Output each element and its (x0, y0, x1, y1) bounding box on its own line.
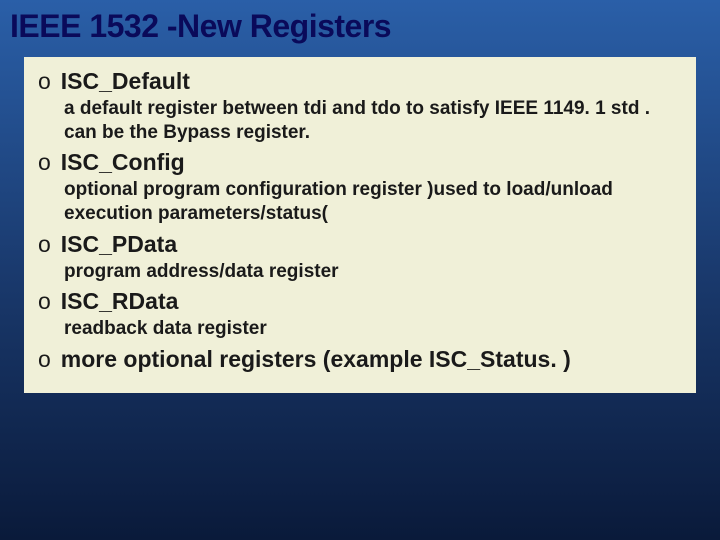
bullet-marker: o (38, 230, 51, 260)
list-item: o ISC_PData program address/data registe… (38, 230, 682, 284)
list-item: o more optional registers (example ISC_S… (38, 345, 682, 375)
item-title: ISC_Default (61, 67, 190, 97)
item-title: ISC_Config (61, 148, 185, 178)
slide: IEEE 1532 -New Registers o ISC_Default a… (0, 0, 720, 540)
item-title: ISC_PData (61, 230, 177, 260)
item-title: more optional registers (example ISC_Sta… (61, 345, 571, 375)
slide-title: IEEE 1532 -New Registers (0, 0, 720, 51)
item-desc: optional program configuration register … (64, 178, 682, 226)
list-item: o ISC_RData readback data register (38, 287, 682, 341)
item-title: ISC_RData (61, 287, 179, 317)
item-desc: program address/data register (64, 260, 682, 284)
item-desc: readback data register (64, 317, 682, 341)
content-box: o ISC_Default a default register between… (24, 57, 696, 393)
bullet-marker: o (38, 148, 51, 178)
list-item: o ISC_Config optional program configurat… (38, 148, 682, 225)
list-item: o ISC_Default a default register between… (38, 67, 682, 144)
item-desc: a default register between tdi and tdo t… (64, 97, 682, 145)
bullet-marker: o (38, 287, 51, 317)
bullet-marker: o (38, 345, 51, 375)
bullet-marker: o (38, 67, 51, 97)
